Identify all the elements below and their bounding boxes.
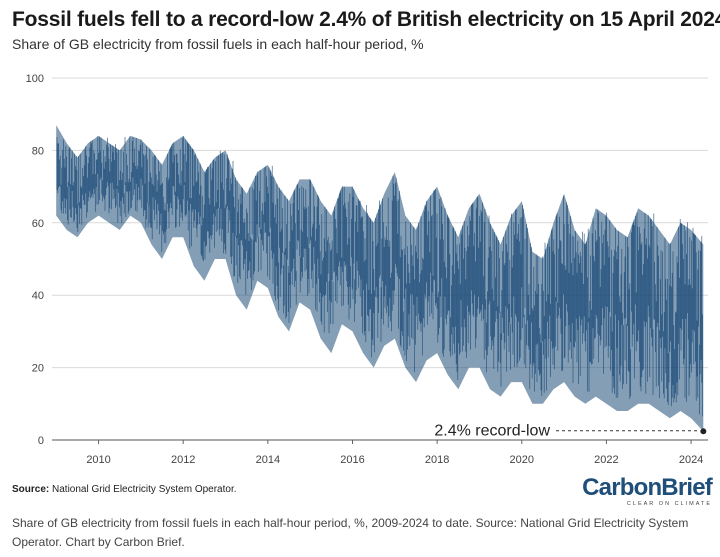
x-tick-label-2024: 2024 [679, 454, 703, 466]
x-tick-label-2010: 2010 [86, 454, 110, 466]
source-label: Source: [12, 484, 50, 495]
x-tick-label-2014: 2014 [256, 454, 280, 466]
y-tick-label-0: 0 [38, 435, 44, 447]
figure-caption: Share of GB electricity from fossil fuel… [12, 516, 689, 549]
record-low-point [700, 428, 707, 435]
y-tick-label-80: 80 [32, 145, 44, 157]
x-tick-label-2022: 2022 [594, 454, 618, 466]
record-low-label: 2.4% record-low [434, 422, 550, 439]
carbon-brief-logo: CarbonBrief CLEAR ON CLIMATE [582, 474, 713, 508]
y-tick-label-100: 100 [26, 73, 44, 85]
x-tick-label-2012: 2012 [171, 454, 195, 466]
chart-area: 0 20 40 60 80 100 2010 2012 2014 2016 2018 2020 2022… [26, 73, 708, 466]
chart-title: Fossil fuels fell to a record-low 2.4% o… [12, 8, 720, 31]
x-tick-label-2020: 2020 [510, 454, 534, 466]
x-tick-label-2018: 2018 [425, 454, 449, 466]
series-half-hourly-spikes [56, 136, 703, 417]
logo-tagline: CLEAR ON CLIMATE [626, 501, 712, 507]
y-tick-label-60: 60 [32, 218, 44, 230]
y-tick-label-40: 40 [32, 290, 44, 302]
y-tick-label-20: 20 [32, 363, 44, 375]
chart-subtitle: Share of GB electricity from fossil fuel… [12, 36, 424, 52]
source-note: Source: National Grid Electricity System… [12, 484, 237, 495]
logo-wordmark: CarbonBrief [582, 474, 713, 501]
x-tick-label-2016: 2016 [340, 454, 364, 466]
source-text: National Grid Electricity System Operato… [49, 484, 237, 495]
